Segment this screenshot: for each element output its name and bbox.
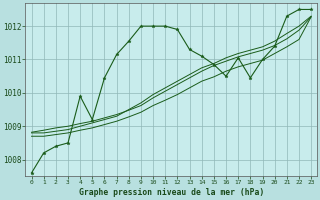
X-axis label: Graphe pression niveau de la mer (hPa): Graphe pression niveau de la mer (hPa) (79, 188, 264, 197)
